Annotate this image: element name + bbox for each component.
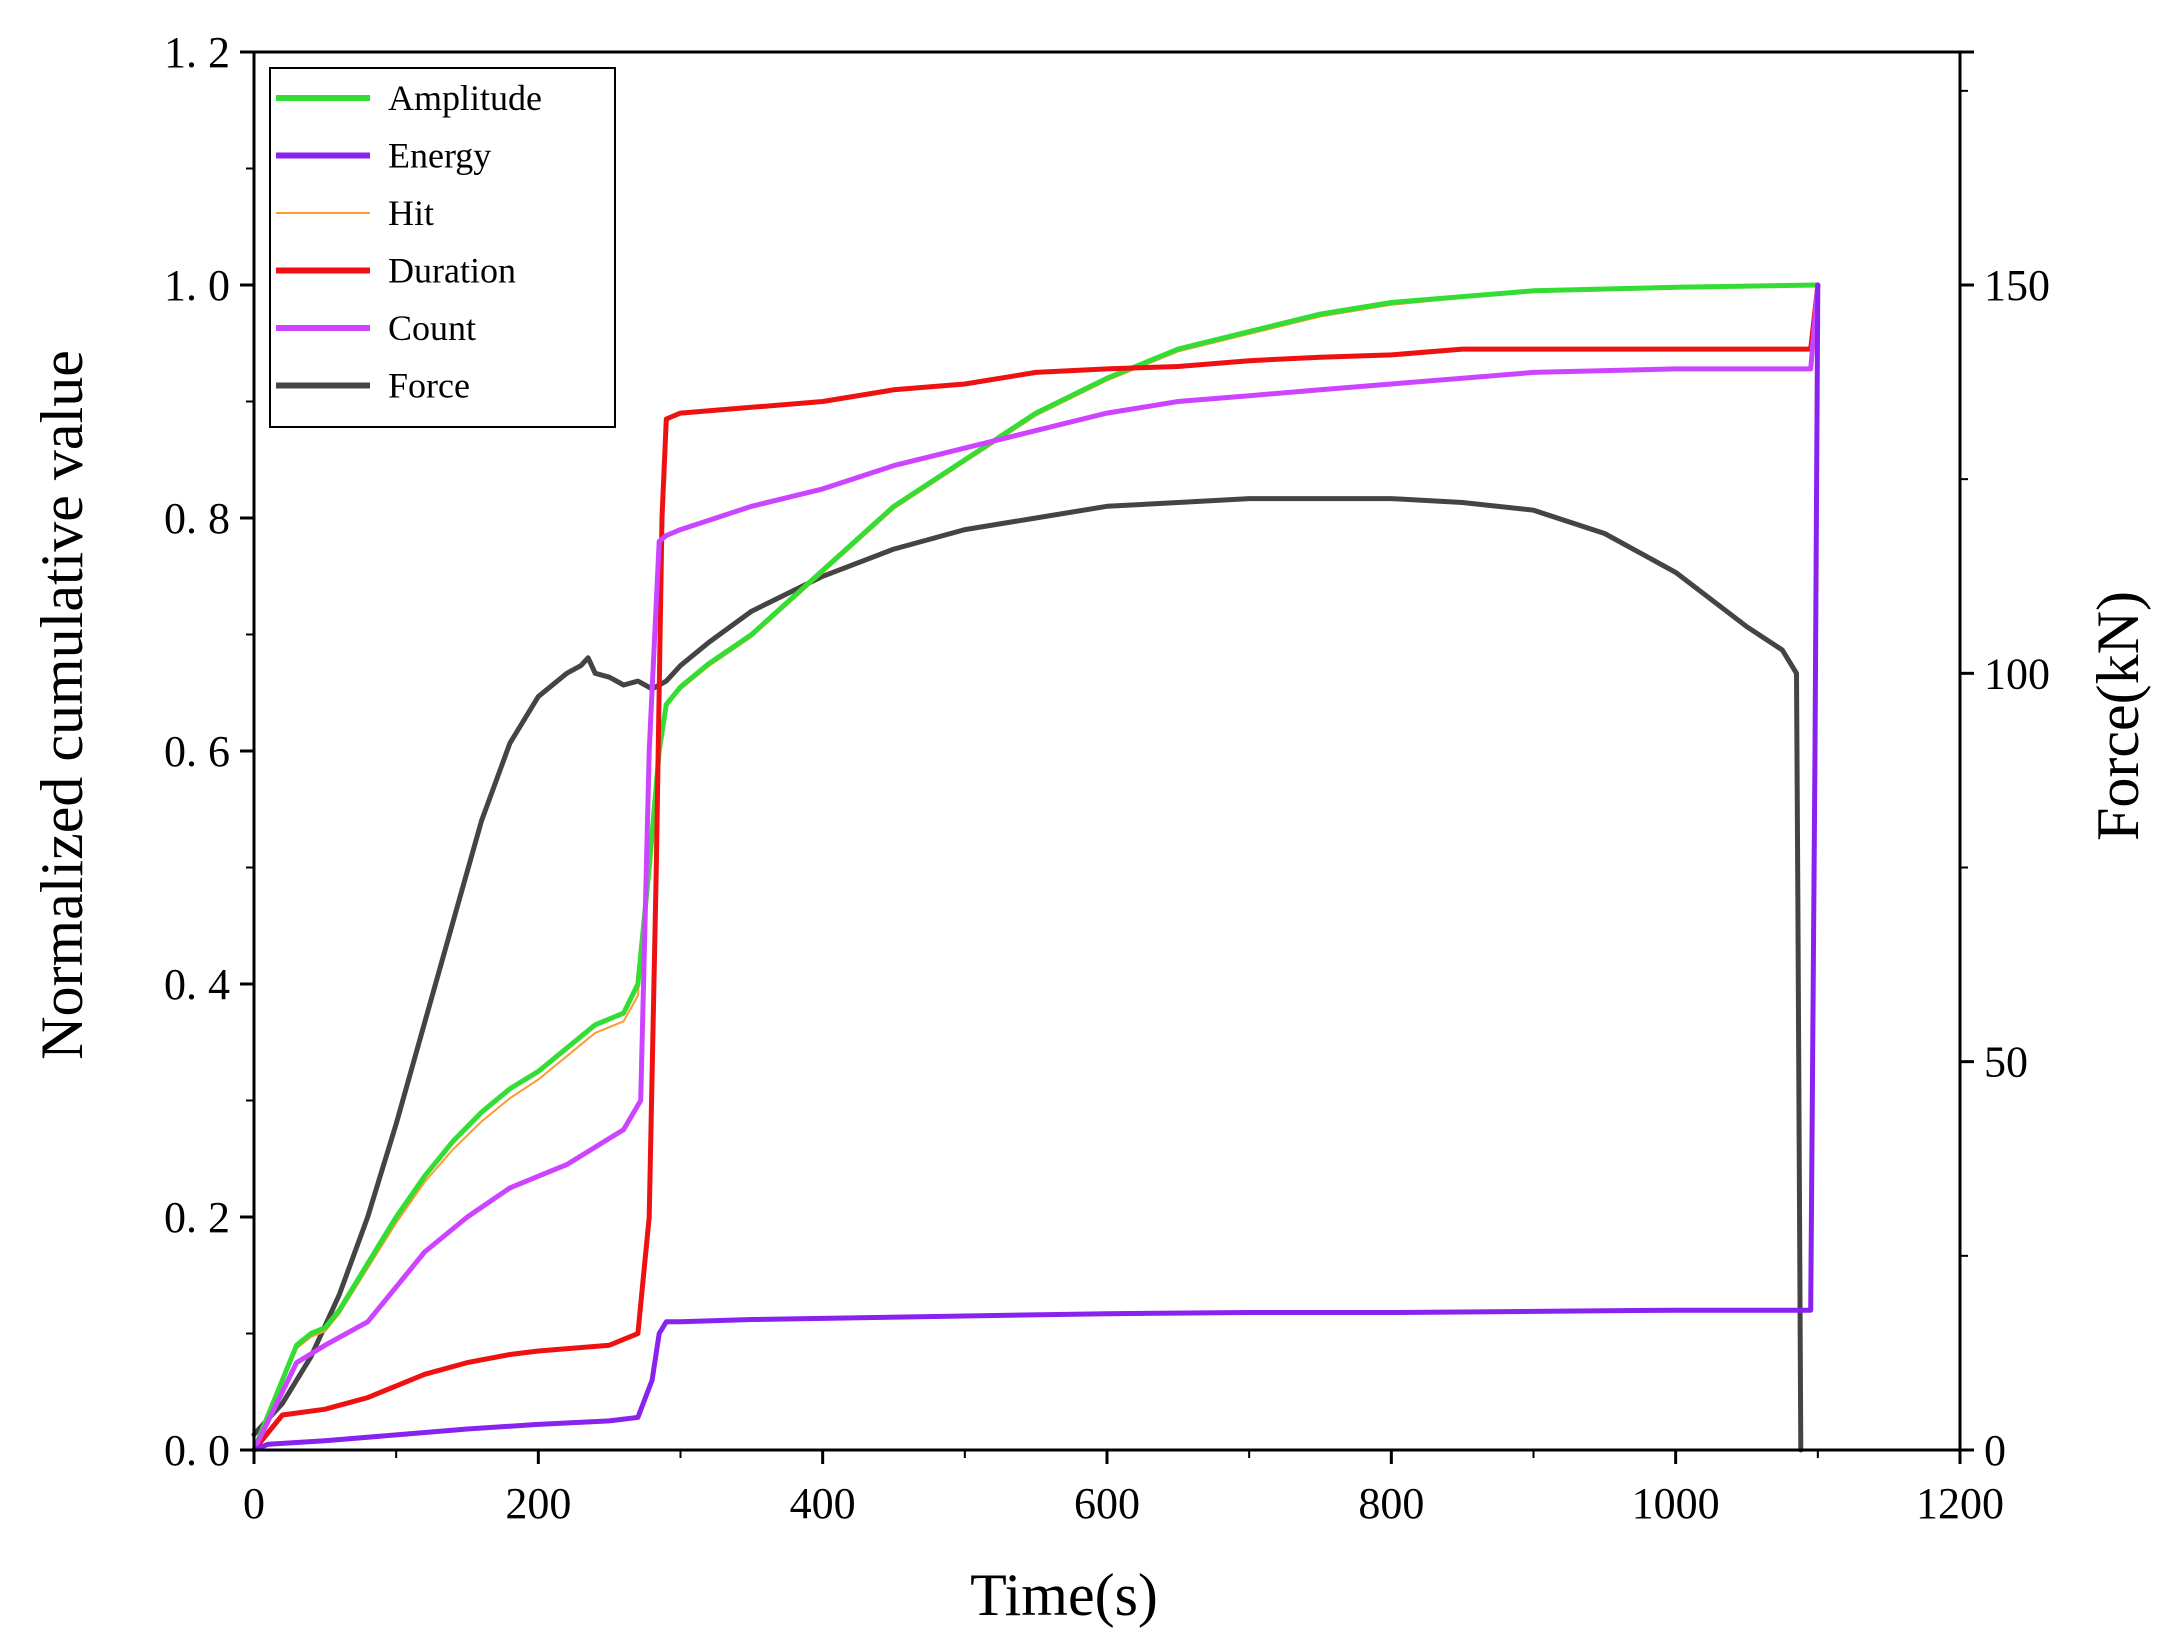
legend-label-hit: Hit: [388, 193, 434, 233]
legend-label-count: Count: [388, 308, 476, 348]
series-line-duration: [251, 282, 1821, 1453]
x-tick-label: 0: [243, 1479, 265, 1528]
y-tick-label: 0. 4: [164, 960, 230, 1009]
x-tick-label: 600: [1074, 1479, 1140, 1528]
y2-tick-label: 100: [1984, 649, 2050, 698]
legend-label-amplitude: Amplitude: [388, 78, 542, 118]
y-tick-label: 1. 2: [164, 28, 230, 77]
series-line-count: [251, 282, 1821, 1453]
legend-label-force: Force: [388, 366, 470, 406]
x-tick-label: 200: [505, 1479, 571, 1528]
legend: Amplitude Energy Hit Duration Count Force: [269, 67, 616, 428]
y2-tick-label: 0: [1984, 1426, 2006, 1475]
y-tick-label: 1. 0: [164, 261, 230, 310]
x-tick-label: 1200: [1916, 1479, 2004, 1528]
series-line-amplitude: [251, 282, 1821, 1453]
y2-axis-title: Force(kN): [2085, 591, 2151, 841]
y-tick-label: 0. 8: [164, 494, 230, 543]
series-line-force: [251, 496, 1804, 1453]
y-tick-label: 0. 2: [164, 1193, 230, 1242]
legend-box: [269, 67, 616, 428]
x-tick-label: 1000: [1632, 1479, 1720, 1528]
y2-tick-label: 150: [1984, 261, 2050, 310]
x-tick-label: 400: [790, 1479, 856, 1528]
legend-label-energy: Energy: [388, 136, 491, 176]
series-layer: [251, 282, 1821, 1453]
y-axis-title: Normalized cumulative value: [29, 350, 95, 1060]
y2-tick-label: 50: [1984, 1038, 2028, 1087]
x-tick-label: 800: [1358, 1479, 1424, 1528]
series-line-energy: [251, 282, 1821, 1453]
y-tick-label: 0. 0: [164, 1426, 230, 1475]
legend-label-duration: Duration: [388, 251, 516, 291]
x-axis-title: Time(s): [970, 1562, 1158, 1628]
y-tick-label: 0. 6: [164, 727, 230, 776]
